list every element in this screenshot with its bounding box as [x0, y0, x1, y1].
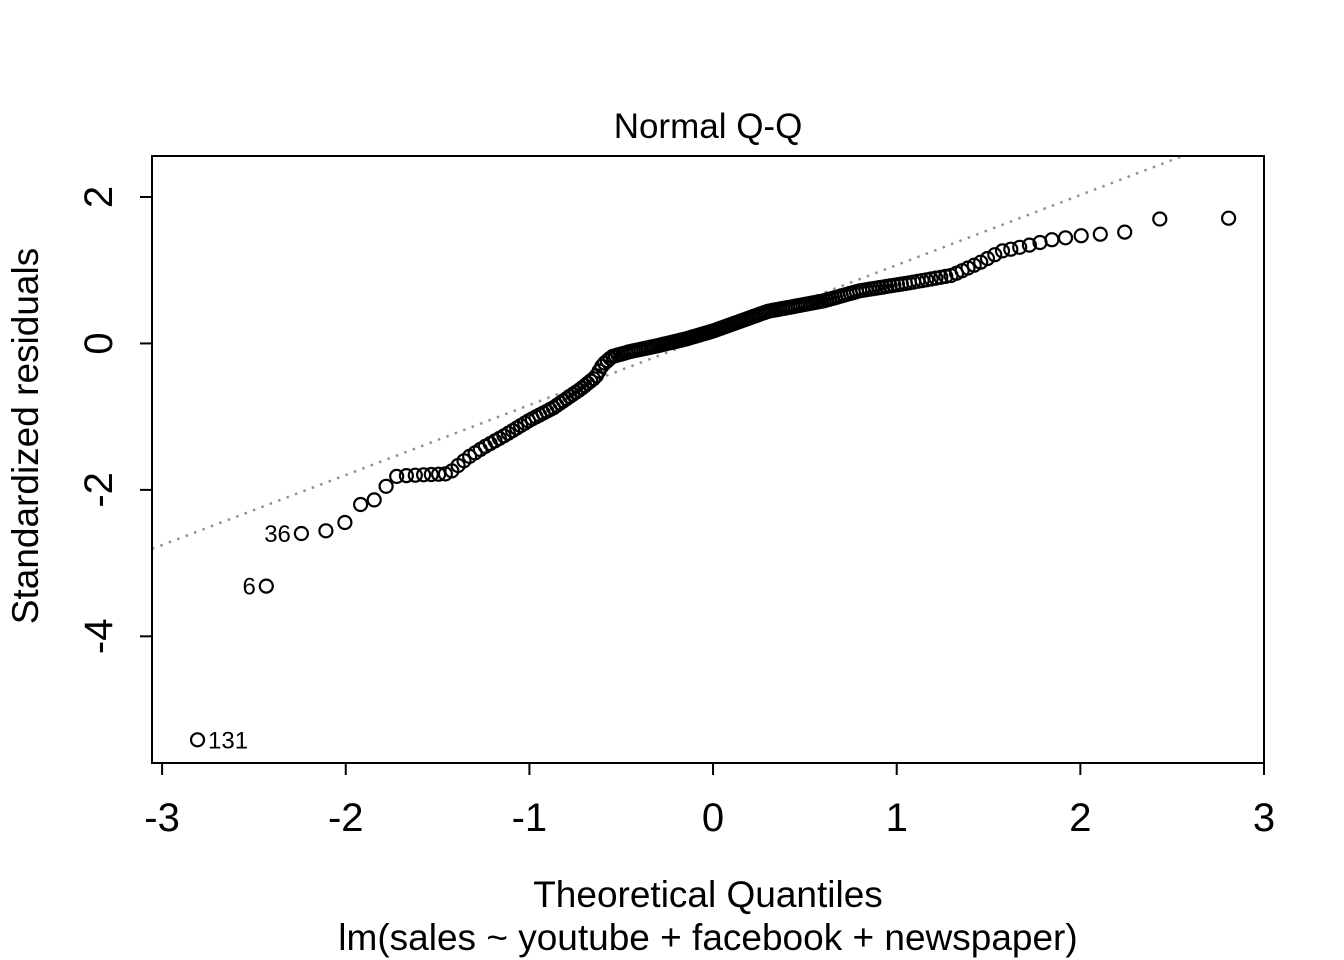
qq-data-point — [318, 523, 334, 539]
qq-data-point — [1012, 239, 1028, 255]
x-tick-label: -3 — [144, 796, 180, 840]
qq-data-point — [337, 514, 353, 531]
qq-data-point — [979, 250, 996, 267]
outlier-label-36: 36 — [264, 521, 291, 548]
outlier-label-131: 131 — [208, 727, 248, 754]
qq-data-point — [938, 268, 954, 284]
qq-data-point — [1044, 232, 1060, 248]
qq-data-point — [1117, 224, 1133, 240]
qq-data-point — [407, 467, 423, 483]
y-tick-label: 0 — [77, 332, 121, 354]
x-axis-title: Theoretical Quantiles — [533, 874, 883, 915]
y-tick-label: -2 — [77, 472, 121, 508]
qq-data-point — [423, 466, 439, 483]
x-tick-label: 3 — [1253, 796, 1275, 840]
x-tick-label: 1 — [886, 796, 908, 840]
y-tick-label: -4 — [77, 619, 121, 655]
qq-data-point — [1021, 237, 1038, 253]
qq-data-point — [189, 732, 206, 748]
qq-data-point — [353, 496, 369, 513]
qq-data-point — [1003, 241, 1019, 257]
qq-data-point — [987, 247, 1003, 263]
x-tick-label: 2 — [1069, 796, 1091, 840]
outlier-label-6: 6 — [242, 574, 255, 601]
qq-data-point — [1220, 210, 1237, 226]
model-sub-caption: lm(sales ~ youtube + facebook + newspape… — [338, 917, 1078, 958]
qq-data-point — [1092, 226, 1108, 242]
chart-title: Normal Q-Q — [613, 107, 803, 146]
y-tick-label: 2 — [77, 186, 121, 208]
qq-data-point — [366, 492, 382, 508]
qq-data-point — [293, 525, 309, 542]
qq-data-point — [378, 478, 394, 494]
qq-data-point — [416, 467, 432, 483]
qq-data-point — [258, 578, 274, 594]
qq-data-point — [1073, 228, 1089, 244]
x-tick-label: 0 — [702, 796, 724, 840]
qq-reference-line — [151, 154, 1184, 551]
plot-box — [151, 155, 1265, 764]
qq-data-point — [398, 468, 414, 484]
x-tick-label: -1 — [512, 796, 548, 840]
x-tick-label: -2 — [328, 796, 364, 840]
qq-data-point — [389, 468, 405, 484]
qq-data-point — [994, 243, 1011, 259]
qq-data-point — [1057, 230, 1074, 246]
qq-data-point — [1152, 211, 1168, 227]
